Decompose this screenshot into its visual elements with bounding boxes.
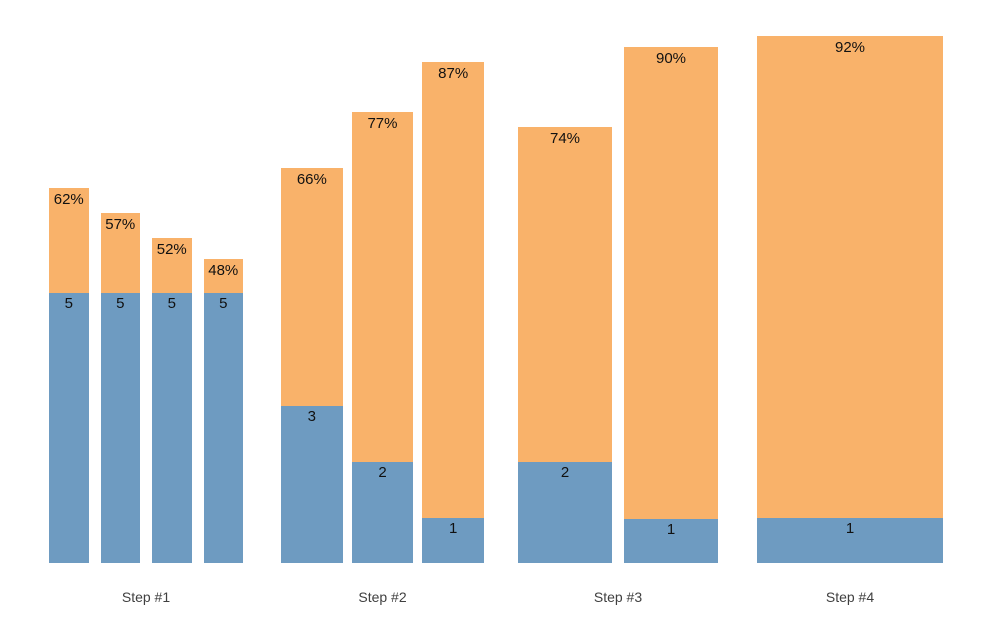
bar-segment-count: 5	[49, 292, 89, 563]
percentage-label: 90%	[655, 49, 687, 67]
count-label: 5	[167, 294, 176, 312]
funnel-bar: 74% 2	[518, 127, 612, 563]
percentage-label: 87%	[438, 64, 469, 82]
percentage-label: 77%	[367, 115, 398, 133]
count-label: 1	[845, 520, 855, 538]
bar-segment-percentage: 92%	[757, 36, 943, 519]
funnel-bar: 52% 5	[152, 238, 192, 563]
count-label: 5	[64, 294, 73, 312]
bar-segment-count: 5	[152, 292, 192, 563]
percentage-label: 92%	[834, 39, 866, 57]
funnel-bar: 48% 5	[203, 258, 243, 563]
group-label: Step #2	[358, 589, 407, 605]
bar-segment-percentage: 66%	[281, 167, 343, 406]
percentage-label: 62%	[53, 190, 84, 208]
bar-segment-count: 1	[422, 518, 484, 563]
bar-segment-count: 1	[757, 518, 943, 563]
percentage-label: 48%	[208, 261, 239, 279]
count-label: 3	[307, 407, 316, 425]
count-label: 1	[666, 520, 676, 538]
funnel-bar: 62% 5	[49, 187, 89, 563]
group-label: Step #4	[825, 589, 875, 605]
percentage-label: 66%	[296, 170, 327, 188]
group-label: Step #3	[593, 589, 643, 605]
count-label: 5	[219, 294, 228, 312]
funnel-bar: 57% 5	[100, 213, 140, 563]
bar-segment-percentage: 52%	[152, 238, 192, 293]
bar-segment-percentage: 48%	[203, 258, 243, 293]
percentage-label: 52%	[156, 241, 187, 259]
count-label: 2	[560, 464, 570, 482]
percentage-label: 74%	[549, 130, 581, 148]
funnel-bar: 77% 2	[351, 112, 414, 563]
bar-segment-percentage: 57%	[100, 213, 140, 293]
funnel-bar: 92% 1	[757, 36, 943, 563]
bar-segment-percentage: 74%	[518, 127, 612, 463]
group-label: Step #1	[121, 589, 171, 605]
bar-segment-count: 5	[203, 292, 243, 563]
bar-segment-count: 2	[351, 462, 414, 563]
bar-segment-percentage: 62%	[49, 187, 89, 293]
funnel-bar: 90% 1	[624, 46, 718, 563]
funnel-bar: 66% 3	[281, 167, 343, 563]
count-label: 1	[448, 520, 458, 538]
bar-segment-count: 5	[100, 292, 140, 563]
percentage-label: 57%	[105, 216, 136, 234]
funnel-bar: 87% 1	[422, 61, 484, 563]
bar-segment-percentage: 77%	[351, 112, 414, 463]
bar-segment-percentage: 90%	[624, 46, 718, 519]
bar-segment-count: 1	[624, 518, 718, 563]
count-label: 5	[116, 294, 125, 312]
count-label: 2	[378, 464, 387, 482]
bar-segment-count: 3	[281, 405, 343, 563]
bar-segment-count: 2	[518, 462, 612, 563]
bar-segment-percentage: 87%	[422, 61, 484, 519]
